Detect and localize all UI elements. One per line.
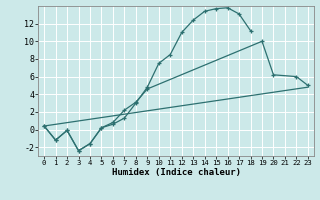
X-axis label: Humidex (Indice chaleur): Humidex (Indice chaleur) [111,168,241,177]
